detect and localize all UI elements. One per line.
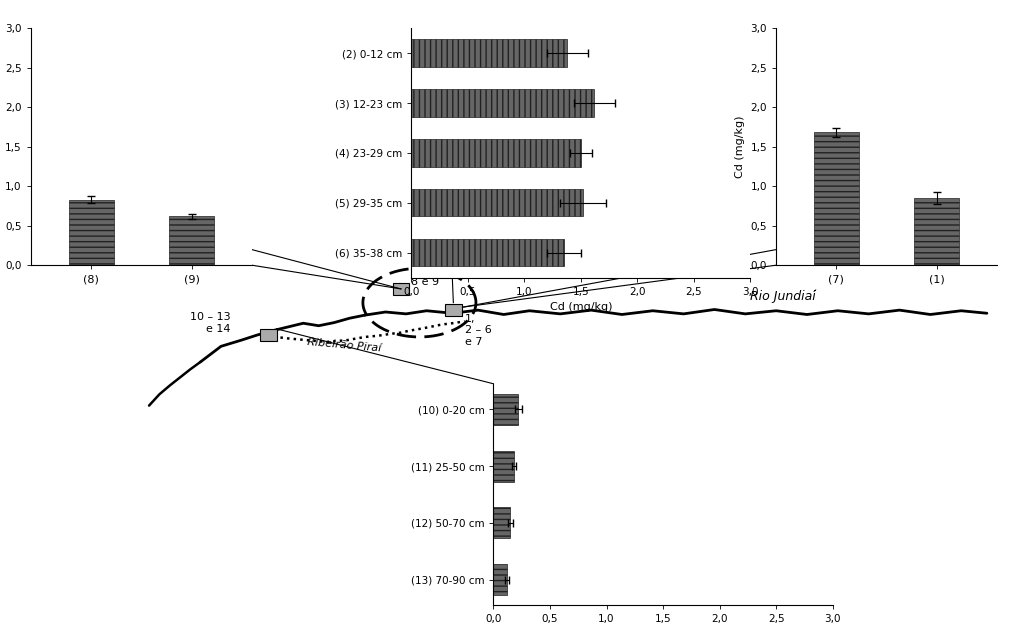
Bar: [493, 451, 514, 482]
Bar: [169, 216, 214, 265]
X-axis label: Cd (mg/kg): Cd (mg/kg): [550, 302, 612, 312]
Bar: [411, 89, 594, 117]
Y-axis label: Cd (mg/kg): Cd (mg/kg): [735, 115, 745, 178]
Bar: [493, 394, 518, 425]
Bar: [411, 39, 567, 67]
Bar: [493, 507, 510, 539]
Bar: [411, 189, 583, 217]
Bar: [69, 200, 114, 265]
Bar: [411, 139, 581, 167]
Bar: [493, 564, 507, 595]
Text: 1,
2 – 6
e 7: 1, 2 – 6 e 7: [465, 314, 491, 347]
Bar: [260, 329, 277, 341]
Bar: [914, 198, 959, 265]
Text: Ribeirão Piraí: Ribeirão Piraí: [306, 338, 381, 354]
Bar: [411, 239, 563, 266]
Bar: [445, 304, 462, 316]
Text: Rio Jundiaí: Rio Jundiaí: [750, 289, 816, 303]
Bar: [814, 132, 859, 265]
Text: 8 e 9: 8 e 9: [411, 277, 439, 287]
Text: 10 – 13
e 14: 10 – 13 e 14: [189, 312, 230, 334]
Bar: [393, 283, 409, 295]
